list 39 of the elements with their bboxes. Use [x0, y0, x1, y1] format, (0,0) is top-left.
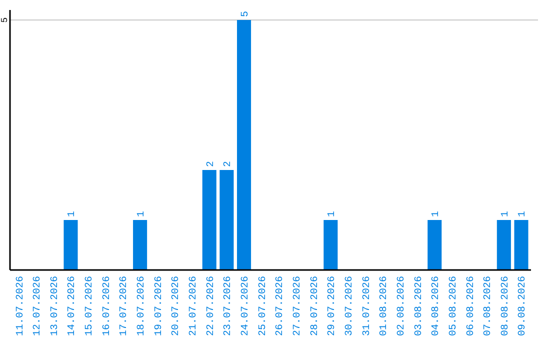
x-tick-label: 25.07.2026 — [258, 276, 269, 336]
x-tick-label: 24.07.2026 — [240, 276, 252, 336]
data-label: 1 — [500, 210, 512, 217]
data-label: 1 — [518, 210, 529, 217]
x-tick-label: 17.07.2026 — [119, 276, 130, 336]
x-tick-label: 18.07.2026 — [136, 276, 148, 336]
x-tick-label: 05.08.2026 — [448, 276, 460, 336]
x-tick-label: 21.07.2026 — [188, 276, 200, 336]
x-tick-label: 15.07.2026 — [84, 276, 96, 336]
x-tick-label: 30.07.2026 — [344, 276, 356, 336]
x-tick-label: 02.08.2026 — [396, 276, 408, 336]
x-tick-label: 22.07.2026 — [206, 276, 217, 336]
data-label: 1 — [67, 210, 78, 217]
x-tick-label: 31.07.2026 — [362, 276, 373, 336]
x-tick-label: 09.08.2026 — [518, 276, 529, 336]
x-tick-label: 19.07.2026 — [154, 276, 165, 336]
x-tick-label: 01.08.2026 — [379, 276, 390, 336]
x-tick-label: 27.07.2026 — [292, 276, 304, 336]
data-label: 5 — [240, 10, 252, 17]
x-tick-label: 26.07.2026 — [275, 276, 286, 336]
data-label: 1 — [327, 210, 338, 217]
x-tick-label: 12.07.2026 — [32, 276, 44, 336]
x-tick-label: 04.08.2026 — [431, 276, 442, 336]
x-tick-label: 08.08.2026 — [500, 276, 512, 336]
x-tick-label: 20.07.2026 — [171, 276, 182, 336]
data-label: 1 — [136, 210, 148, 217]
x-tick-label: 06.08.2026 — [466, 276, 477, 336]
data-label: 1 — [431, 210, 442, 217]
data-label: 2 — [206, 160, 217, 167]
x-tick-label: 28.07.2026 — [310, 276, 321, 336]
x-tick-label: 14.07.2026 — [67, 276, 78, 336]
x-tick-label: 13.07.2026 — [50, 276, 61, 336]
x-tick-label: 11.07.2026 — [15, 276, 26, 336]
x-tick-label: 07.08.2026 — [483, 276, 494, 336]
x-tick-label: 03.08.2026 — [414, 276, 425, 336]
x-tick-label: 16.07.2026 — [102, 276, 113, 336]
x-tick-label: 29.07.2026 — [327, 276, 338, 336]
x-tick-label: 23.07.2026 — [223, 276, 234, 336]
data-label: 2 — [223, 160, 234, 167]
